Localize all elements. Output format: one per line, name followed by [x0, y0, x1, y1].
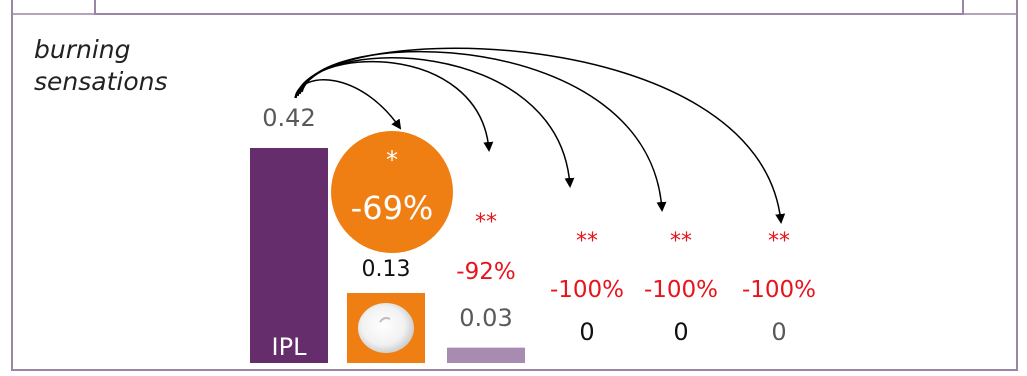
value-label-0: 0.42 — [262, 104, 315, 132]
value-label-5: 0 — [771, 318, 786, 346]
value-label-3: 0 — [579, 318, 594, 346]
significance-mark-5: ** — [768, 229, 790, 254]
value-label-4: 0 — [673, 318, 688, 346]
bar-2 — [447, 347, 525, 363]
significance-mark-3: ** — [576, 229, 598, 254]
change-label-3: -100% — [550, 277, 624, 303]
value-label-1: 0.13 — [362, 257, 411, 282]
significance-mark-1: * — [386, 146, 398, 174]
change-label-1: -69% — [351, 189, 434, 227]
y-axis-label: burning sensations — [34, 35, 168, 96]
comparison-arrow-5 — [301, 47, 786, 224]
chart-frame — [11, 0, 1018, 371]
significance-mark-4: ** — [670, 229, 692, 254]
highlight-circle — [331, 131, 453, 253]
change-label-5: -100% — [742, 277, 816, 303]
cream-product-icon — [347, 293, 425, 363]
value-label-2: 0.03 — [459, 304, 512, 332]
significance-mark-2: ** — [475, 210, 497, 235]
change-label-2: -92% — [456, 259, 515, 285]
category-label-0: IPL — [272, 333, 308, 361]
bar-0 — [250, 148, 328, 363]
change-label-4: -100% — [644, 277, 718, 303]
